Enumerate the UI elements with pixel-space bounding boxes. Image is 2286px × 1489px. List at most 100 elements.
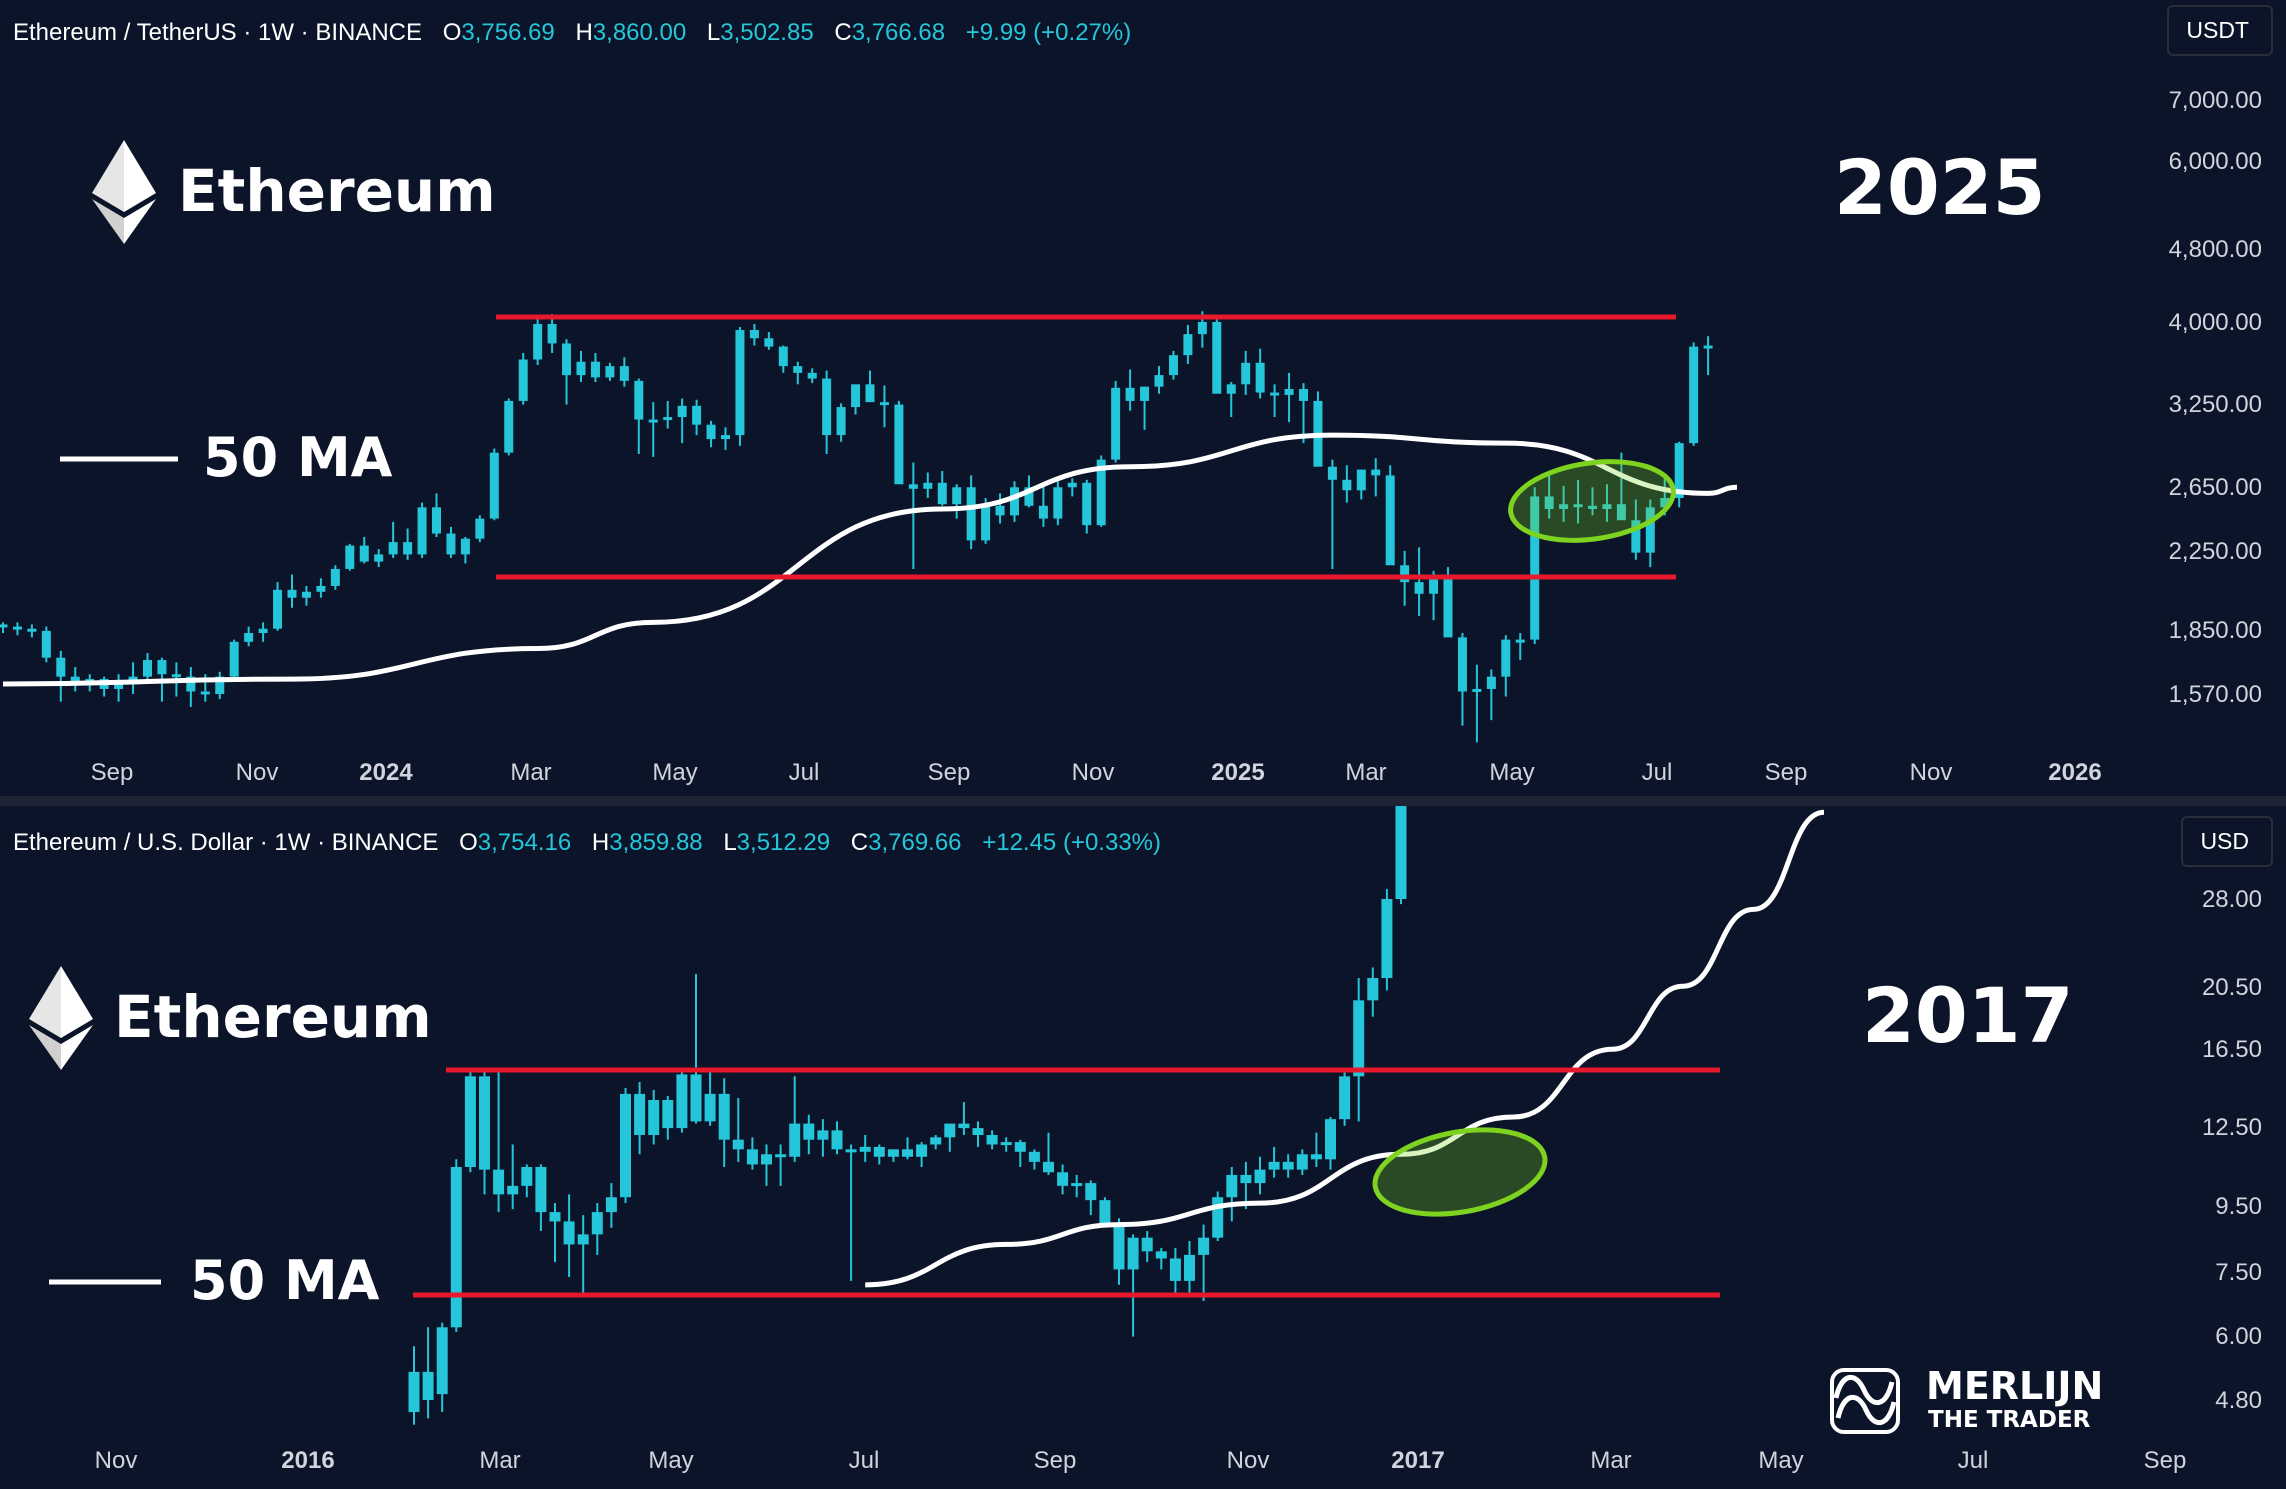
bottom-candle (718, 1078, 730, 1168)
bottom-candle (873, 1144, 885, 1165)
top-time-tick: Mar (510, 759, 551, 786)
top-time-axis[interactable]: Sep Nov 2024 Mar May Jul Sep Nov 2025 Mar May Jul Se… (91, 759, 2102, 786)
bottom-candle (1339, 1072, 1351, 1126)
bottom-candle (1169, 1247, 1181, 1297)
bottom-candle (1113, 1218, 1125, 1285)
bottom-chart-panel[interactable]: Ethereum 2017 50 MA MERLIJN THE TRADER 2… (0, 806, 2286, 1489)
top-candle (330, 565, 340, 590)
bottom-candle (746, 1137, 758, 1170)
top-candle (1501, 635, 1511, 697)
bottom-price-tick: 9.50 (2215, 1193, 2262, 1220)
top-symbol[interactable]: Ethereum / TetherUS · 1W · BINANCE (13, 19, 423, 46)
top-price-tick: 6,000.00 (2169, 148, 2262, 175)
watermark-line1: MERLIJN (1926, 1364, 2103, 1408)
top-candle (749, 323, 759, 346)
bottom-time-axis[interactable]: Nov 2016 Mar May Jul Sep Nov 2017 Mar May Jul Sep (95, 1447, 2187, 1474)
top-candle (1255, 348, 1265, 399)
bottom-time-tick: Nov (1227, 1447, 1270, 1474)
bottom-candle (676, 1068, 688, 1133)
bottom-candle (450, 1159, 462, 1332)
bottom-highlight-ellipse (1372, 1127, 1548, 1217)
top-candle (460, 536, 470, 564)
bottom-candle (1043, 1132, 1054, 1175)
bottom-time-tick: May (648, 1447, 693, 1474)
bottom-candle (549, 1203, 561, 1263)
top-candle (1602, 484, 1612, 522)
bottom-year-label: 2017 (1862, 971, 2074, 1060)
bottom-candle (521, 1164, 533, 1198)
top-candle (1703, 336, 1713, 376)
bottom-candle (930, 1135, 942, 1150)
top-candle (1082, 479, 1092, 534)
bottom-time-tick: Mar (1590, 1447, 1631, 1474)
bottom-currency-button[interactable]: USD (2181, 816, 2273, 867)
top-price-axis[interactable]: 7,000.00 6,000.00 4,800.00 4,000.00 3,250.00… (2169, 87, 2262, 708)
bottom-time-tick: 2016 (281, 1447, 334, 1474)
bottom-time-tick: Mar (479, 1447, 520, 1474)
bottom-low-value: 3,512.29 (736, 829, 831, 856)
top-candle (822, 370, 832, 455)
bottom-candle (944, 1123, 956, 1152)
bottom-symbol[interactable]: Ethereum / U.S. Dollar · 1W · BINANCE (13, 829, 439, 856)
top-candle (937, 471, 947, 506)
top-candle (952, 484, 962, 519)
top-candle (1226, 381, 1236, 418)
top-candle (1674, 441, 1684, 508)
top-candle (1053, 481, 1063, 526)
top-candle (70, 667, 80, 692)
merlijn-logo-icon (1830, 1368, 1900, 1434)
top-time-tick: Jul (1642, 759, 1673, 786)
top-candle (489, 448, 499, 521)
bottom-close-label: C (850, 829, 869, 856)
bottom-candle (577, 1215, 589, 1293)
top-candle (692, 399, 702, 436)
top-candle (432, 493, 441, 537)
top-candle (1645, 499, 1655, 568)
top-candle (518, 353, 528, 405)
top-candle (287, 574, 297, 608)
top-candle (908, 462, 918, 569)
panel-divider[interactable] (0, 796, 2286, 806)
bottom-price-tick: 20.50 (2202, 974, 2262, 1001)
top-currency-button[interactable]: USDT (2167, 5, 2273, 56)
top-candle (0, 622, 8, 634)
top-candle (648, 402, 658, 457)
top-time-tick: Nov (236, 759, 279, 786)
top-candle (128, 662, 138, 694)
bottom-candle (887, 1149, 899, 1162)
bottom-candle (464, 1072, 476, 1173)
top-candle (417, 502, 427, 558)
top-candle (677, 398, 687, 444)
top-chart-panel[interactable]: Ethereum / TetherUS · 1W · BINANCE O3,75… (0, 0, 2286, 796)
bottom-candle (1268, 1146, 1280, 1178)
bottom-candle (493, 1072, 505, 1213)
top-candle (547, 314, 557, 354)
top-candle (706, 420, 716, 448)
bottom-candle (1057, 1164, 1069, 1195)
top-candle (1356, 469, 1366, 500)
top-price-tick: 2,650.00 (2169, 474, 2262, 501)
bottom-high-label: H (591, 829, 610, 856)
top-candle (446, 526, 456, 558)
bottom-candle (422, 1327, 434, 1419)
top-time-tick: 2025 (1211, 759, 1264, 786)
top-time-tick: Nov (1072, 759, 1115, 786)
top-close-value: 3,766.68 (851, 19, 946, 46)
top-candle (894, 400, 904, 485)
bottom-candle (563, 1194, 575, 1278)
bottom-ma50-line (865, 809, 1825, 1288)
bottom-candle (1071, 1174, 1083, 1198)
bottom-high-value: 3,859.88 (609, 829, 703, 856)
bottom-time-tick: Jul (849, 1447, 880, 1474)
top-candle (1010, 481, 1019, 522)
bottom-price-axis[interactable]: 28.00 20.50 16.50 12.50 9.50 7.50 6.00 4.80 (2202, 886, 2262, 1414)
top-candle (865, 370, 875, 403)
top-candle (533, 317, 543, 366)
top-time-tick: May (1489, 759, 1534, 786)
top-price-tick: 4,000.00 (2169, 309, 2262, 336)
bottom-candle (1212, 1191, 1224, 1242)
bottom-candle (859, 1135, 871, 1162)
top-candle (1299, 383, 1308, 444)
bottom-time-tick: 2017 (1391, 1447, 1444, 1474)
bottom-candle (1184, 1241, 1195, 1297)
